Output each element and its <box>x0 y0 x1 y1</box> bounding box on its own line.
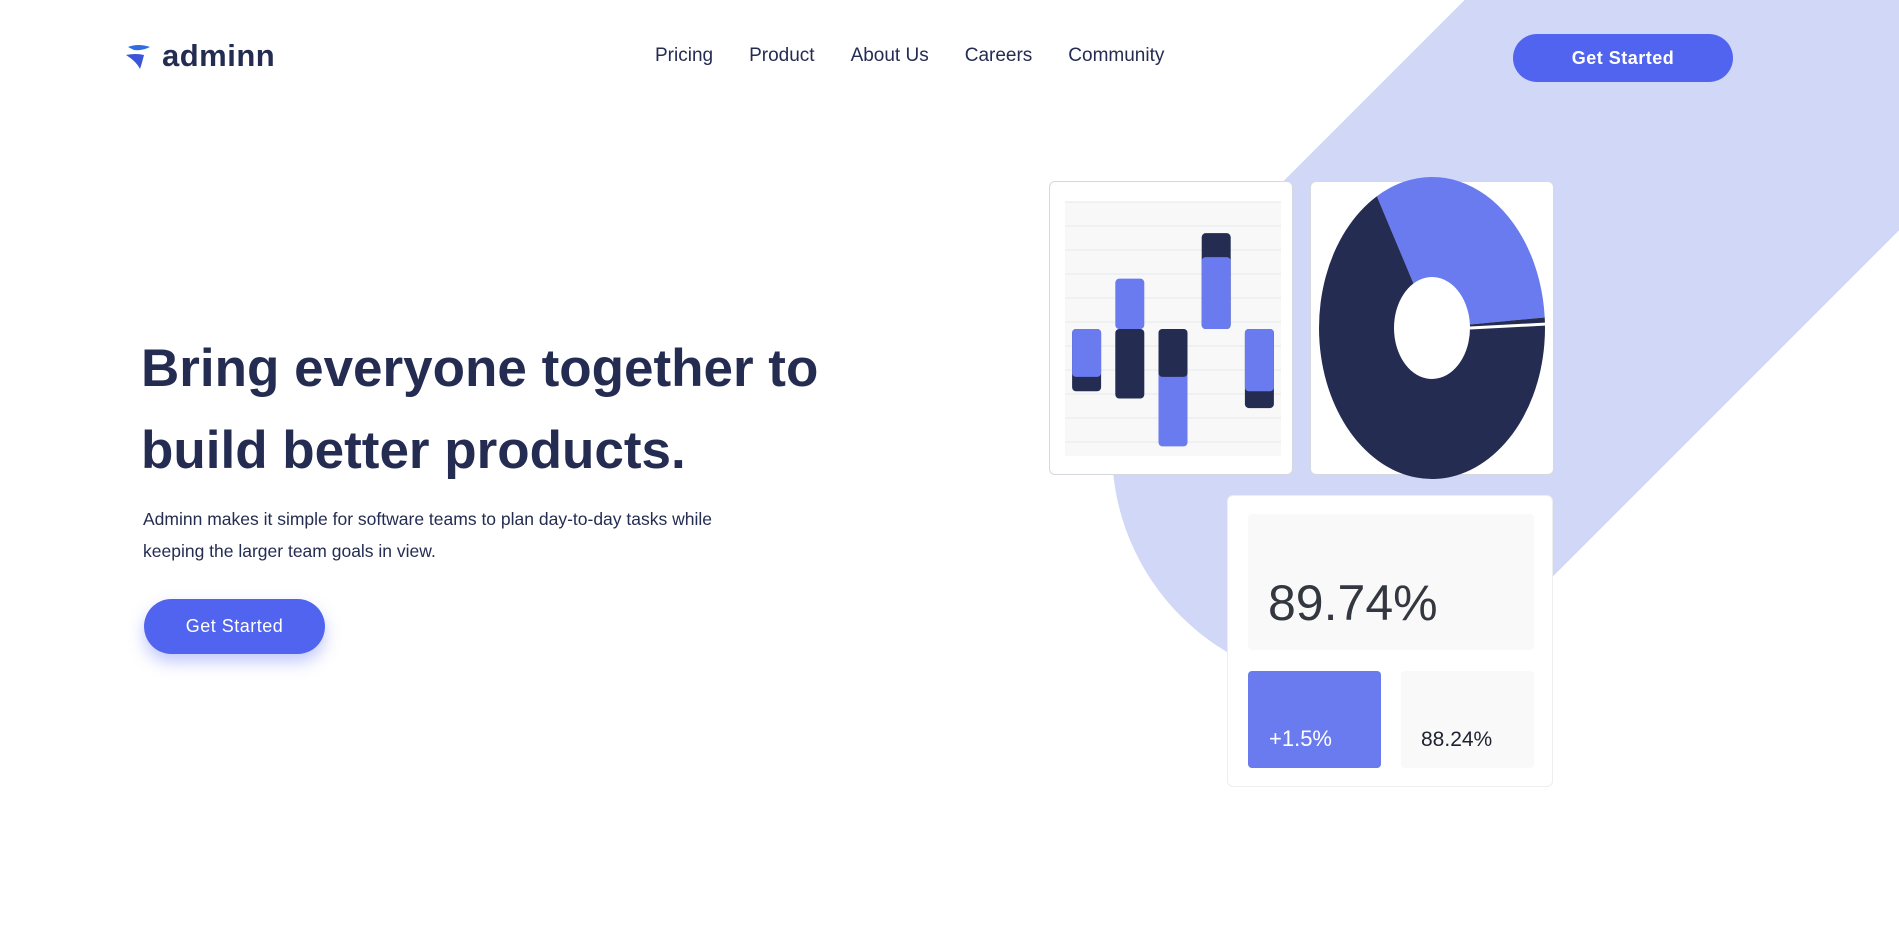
bar <box>1201 257 1231 329</box>
bar <box>1115 278 1145 329</box>
donut-slice <box>1376 177 1545 325</box>
slice-gap <box>1469 322 1548 330</box>
hero-get-started-button[interactable]: Get Started <box>144 599 325 654</box>
hero-title-line1: Bring everyone together to <box>141 339 819 398</box>
nav-pricing[interactable]: Pricing <box>655 45 714 66</box>
logo[interactable]: adminn <box>124 38 275 74</box>
main-nav: Pricing Product About Us Careers Communi… <box>655 45 1164 67</box>
hero-title-line2: build better products. <box>141 421 686 480</box>
secondary-stat: 88.24% <box>1401 671 1534 768</box>
hero-description-line1: Adminn makes it simple for software team… <box>143 509 712 529</box>
bar-chart <box>1065 201 1281 456</box>
hero-description: Adminn makes it simple for software team… <box>143 503 712 567</box>
nav-careers[interactable]: Careers <box>964 45 1033 66</box>
nav-community[interactable]: Community <box>1068 45 1165 66</box>
bar-chart-card <box>1049 181 1293 475</box>
bar <box>1115 329 1145 399</box>
nav-product[interactable]: Product <box>749 45 815 66</box>
main-stat: 89.74% <box>1248 514 1534 650</box>
bar <box>1244 329 1274 392</box>
bar <box>1158 329 1188 377</box>
hero-title: Bring everyone together to build better … <box>141 328 818 492</box>
bar <box>1072 329 1102 377</box>
logo-text: adminn <box>162 38 276 73</box>
donut-slice <box>1319 196 1545 479</box>
logo-icon <box>126 45 150 69</box>
nav-about-us[interactable]: About Us <box>850 45 929 66</box>
header-get-started-button[interactable]: Get Started <box>1513 34 1733 82</box>
donut-chart <box>1319 177 1548 479</box>
hero-description-line2: keeping the larger team goals in view. <box>143 541 436 561</box>
stats-card: 89.74% +1.5% 88.24% <box>1227 495 1553 787</box>
change-stat: +1.5% <box>1248 671 1381 768</box>
